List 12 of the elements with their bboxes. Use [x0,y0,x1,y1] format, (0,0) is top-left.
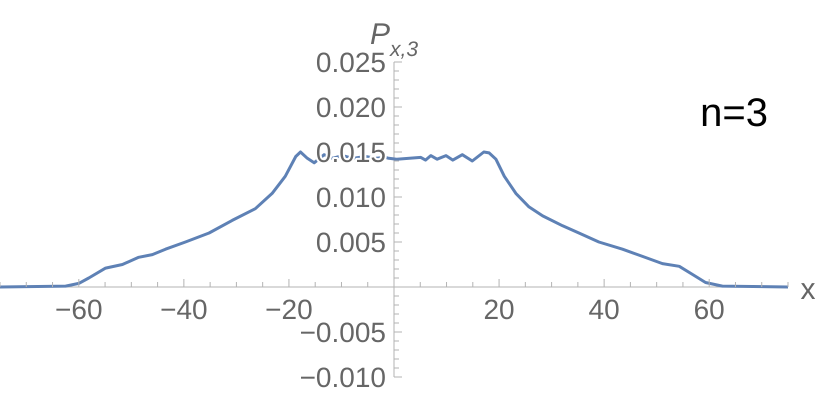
y-tick-label: 0.005 [316,227,386,258]
x-axis-title: x [800,273,816,306]
annotation: n=3 [700,91,768,135]
x-tick-label: −40 [160,294,208,325]
x-tick-label: 40 [588,294,620,325]
x-tick-label: 60 [694,294,725,325]
x-tick-label: −20 [265,294,313,325]
x-tick-label: 20 [483,294,515,325]
y-tick-label: 0.010 [316,182,386,213]
y-tick-label: 0.020 [316,92,386,123]
y-tick-label: −0.010 [300,362,386,393]
x-tick-label: −60 [55,294,103,325]
